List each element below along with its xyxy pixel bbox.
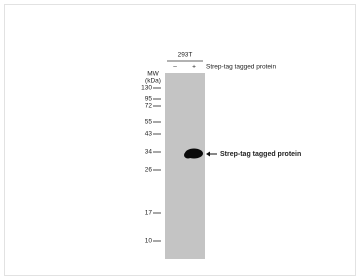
sample-label: 293T (178, 52, 193, 59)
marker-label: 10 (145, 238, 153, 245)
lane-label: + (192, 64, 196, 71)
marker-label: 72 (145, 103, 153, 110)
mw-title: MW (147, 71, 159, 78)
figure: 293T – + Strep-tag tagged protein MW (kD… (0, 0, 360, 280)
blot (165, 73, 205, 259)
marker-label: 43 (145, 131, 153, 138)
marker-label: 95 (145, 96, 153, 103)
lane-label: – (173, 64, 177, 71)
marker-label: 130 (141, 85, 152, 92)
marker-label: 17 (145, 210, 153, 217)
band-label: Strep-tag tagged protein (220, 151, 301, 158)
band (184, 152, 192, 159)
lane-title: Strep-tag tagged protein (206, 64, 276, 71)
marker-label: 55 (145, 119, 153, 126)
mw-unit: (kDa) (145, 78, 161, 85)
marker-label: 34 (145, 149, 153, 156)
marker-label: 26 (145, 167, 153, 174)
